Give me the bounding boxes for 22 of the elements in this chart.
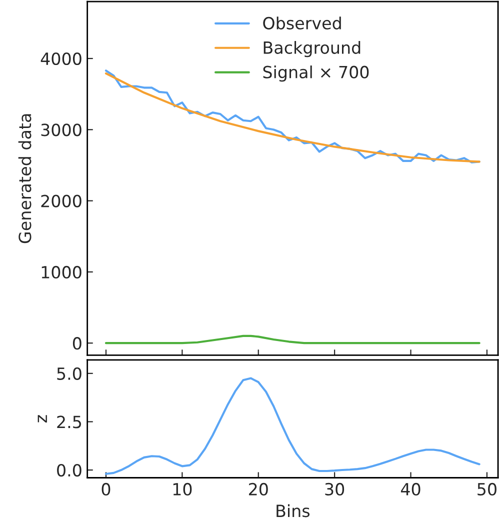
y-tick-label: 3000 <box>41 124 82 136</box>
y-tick-label: 2000 <box>41 194 82 208</box>
y-axis-title: Generated data <box>18 114 32 244</box>
y-tick-label: 5.0 <box>57 367 82 380</box>
x-tick-label: 0 <box>102 482 110 496</box>
x-tick-label: 30 <box>325 482 344 496</box>
y-axis-title: z <box>38 415 47 422</box>
y-tick-label: 0.0 <box>57 464 82 477</box>
line-series <box>104 334 480 344</box>
x-axis-title: Bins <box>276 504 310 518</box>
y-tick-label: 2.5 <box>57 416 82 428</box>
x-tick-label: 10 <box>173 482 192 496</box>
y-tick-label: 0 <box>72 337 82 350</box>
legend-label: Background <box>264 41 360 58</box>
y-tick-label: 4000 <box>40 52 82 66</box>
x-tick-label: 50 <box>478 482 496 496</box>
legend-label: Signal × 700 <box>263 66 369 82</box>
y-tick-label: 1000 <box>42 266 82 278</box>
x-tick-label: 20 <box>248 482 268 496</box>
line-series <box>104 377 480 475</box>
x-tick-label: 40 <box>400 482 420 496</box>
legend-label: Observed <box>263 16 341 30</box>
